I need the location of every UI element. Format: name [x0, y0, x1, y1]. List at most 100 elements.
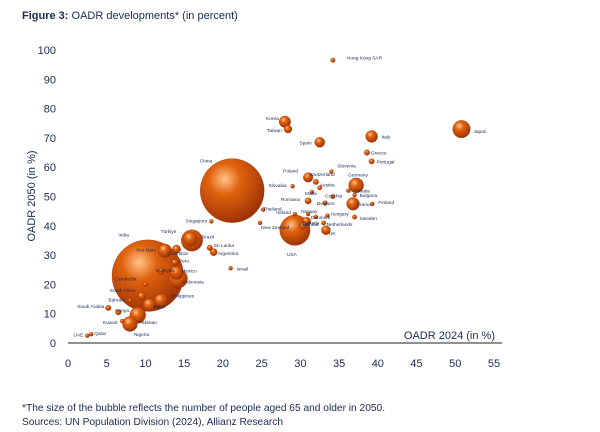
bubble: [283, 125, 293, 134]
bubble: [290, 184, 295, 189]
bubble-label: Japan: [473, 129, 486, 135]
bubble: [321, 220, 327, 226]
x-tick-label: 40: [372, 358, 384, 370]
bubble-label: Canada: [303, 220, 320, 226]
bubble-label: Switzerland: [310, 172, 335, 178]
bubble: [85, 333, 90, 338]
bubble: [303, 172, 314, 183]
bubble: [115, 309, 122, 316]
bubble: [183, 231, 198, 247]
bubble-size-footnote: *The size of the bubble reflects the num…: [22, 403, 386, 414]
bubble-label: Kenya: [115, 308, 129, 314]
y-tick-label: 90: [44, 74, 56, 86]
bubble-label: Hong Kong SAR: [347, 55, 383, 61]
bubble: [143, 281, 148, 287]
bubble: [330, 194, 336, 199]
figure-label: Figure 3:: [22, 10, 69, 22]
y-tick-label: 10: [44, 309, 56, 321]
bubble: [137, 292, 146, 301]
bubble: [321, 225, 331, 235]
x-tick-label: 25: [256, 358, 268, 370]
bubble: [314, 137, 325, 148]
bubble-label: Israel: [237, 266, 249, 272]
bubble-label: Cambodia: [115, 276, 137, 282]
x-tick-label: 55: [488, 358, 500, 370]
bubble-label: Malaysia: [156, 268, 175, 274]
y-tick-label: 70: [44, 133, 56, 145]
x-tick-label: 35: [333, 358, 345, 370]
bubble-label: Qatar: [94, 331, 106, 337]
bubble-label: UAE: [73, 333, 83, 339]
bubble-label: Saudi Arabia: [77, 304, 105, 310]
bubble-label: Sri Lanka: [214, 243, 235, 249]
bubble-layer: [85, 57, 471, 338]
y-tick-label: 100: [38, 45, 56, 57]
y-tick-label: 80: [44, 104, 56, 116]
bubble: [322, 200, 328, 206]
bubble: [305, 211, 311, 217]
bubble-label: France: [357, 202, 372, 208]
bubble-label: New Zealand: [261, 225, 290, 231]
bubble-label: Philippines: [171, 294, 195, 300]
bubble: [292, 211, 298, 217]
bubble-label: Norway: [301, 209, 318, 215]
bubble: [370, 201, 375, 206]
bubble-label: Indonesia: [183, 280, 204, 286]
bubble-label: Viet Nam: [136, 248, 156, 254]
bubble-label: Bulgaria: [360, 193, 378, 199]
y-tick-label: 30: [44, 250, 56, 262]
y-tick-label: 20: [44, 279, 56, 291]
bubble: [169, 265, 184, 280]
bubble-label: Austria: [320, 183, 335, 189]
bubble: [298, 222, 307, 230]
bubble-label: Taiwan: [267, 128, 282, 134]
figure-title: Figure 3: OADR developments* (in percent…: [22, 10, 238, 22]
bubble: [312, 178, 319, 185]
x-axis-title: OADR 2024 (in %): [404, 330, 495, 342]
bubble-label: Ireland: [276, 210, 291, 216]
bubble-label: Poland: [283, 168, 298, 174]
x-tick-label: 20: [217, 358, 229, 370]
y-axis-title: OADR 2050 (in %): [26, 150, 38, 241]
bubble: [200, 158, 265, 223]
bubble-label: Denmark: [311, 215, 331, 221]
bubble-label: Thailand: [263, 207, 282, 213]
x-tick-label: 0: [65, 358, 71, 370]
bubble: [352, 192, 357, 198]
bubble-label: Bahrain: [108, 298, 125, 304]
x-tick-label: 15: [178, 358, 190, 370]
bubble: [325, 213, 330, 218]
x-tick-label: 5: [104, 358, 110, 370]
bubble-label: Brazil: [202, 234, 214, 240]
bubble: [127, 298, 133, 303]
y-tick-label: 0: [50, 338, 56, 350]
bubble: [157, 243, 172, 258]
bubble: [171, 259, 179, 266]
bubble: [346, 197, 360, 211]
bubble-label: Portugal: [377, 159, 395, 165]
bubble-label: Czechia: [325, 194, 343, 200]
y-tick-label: 40: [44, 221, 56, 233]
bubble: [157, 267, 165, 275]
bubble: [346, 188, 351, 193]
bubble: [122, 316, 138, 332]
bubble: [105, 304, 112, 311]
bubble: [364, 149, 370, 156]
bubble-label: South Africa: [110, 288, 136, 294]
bubble-label: Greece: [371, 151, 387, 157]
bubble-label: Egypt: [153, 304, 166, 310]
bubble: [304, 197, 312, 205]
bubble: [89, 332, 94, 337]
bubble-label: UK: [329, 231, 336, 237]
bubble: [228, 266, 233, 271]
y-tick-label: 60: [44, 162, 56, 174]
bubble-label: Sweden: [360, 216, 378, 222]
x-tick-label: 50: [449, 358, 461, 370]
bubble-label: Hungary: [330, 212, 349, 218]
bubble-label: Slovakia: [268, 183, 286, 189]
bubble-label: Türkiye: [161, 229, 177, 235]
bubble-label: Colombia: [167, 251, 188, 257]
bubble-label: Mexico: [181, 269, 197, 275]
bubble-label: Finland: [378, 200, 394, 206]
bubble-label: Argentina: [218, 251, 239, 257]
